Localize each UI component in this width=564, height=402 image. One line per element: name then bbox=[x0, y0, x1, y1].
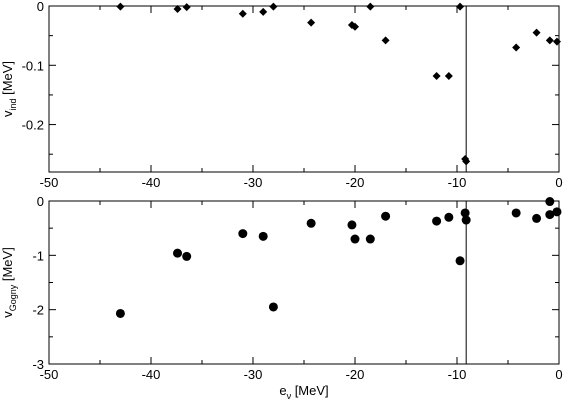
x-tick-label: 0 bbox=[555, 367, 562, 382]
plot-frame bbox=[48, 200, 560, 365]
x-tick-label: -20 bbox=[346, 367, 365, 382]
x-tick-label: -10 bbox=[448, 175, 467, 190]
x-tick-label: -20 bbox=[346, 175, 365, 190]
diamond-marker bbox=[351, 22, 359, 31]
diamond-marker bbox=[552, 37, 561, 46]
circle-marker bbox=[238, 229, 248, 239]
y-tick-label: 0 bbox=[37, 194, 44, 209]
circle-marker bbox=[182, 251, 192, 261]
diamond-marker bbox=[462, 157, 471, 166]
circle-marker bbox=[381, 211, 391, 221]
diamond-marker bbox=[238, 9, 247, 18]
diamond-marker bbox=[173, 4, 182, 13]
diamond-marker bbox=[307, 18, 316, 27]
circle-marker bbox=[545, 197, 555, 207]
y-tick-label: -1 bbox=[32, 248, 44, 263]
y-tick-label: 0 bbox=[37, 0, 44, 14]
x-tick-label: -40 bbox=[142, 175, 161, 190]
circle-marker bbox=[173, 248, 183, 258]
diamond-marker bbox=[259, 7, 268, 16]
diamond-marker bbox=[116, 2, 125, 11]
diamond-marker bbox=[269, 2, 278, 11]
diamond-marker bbox=[381, 36, 390, 45]
x-tick-label: 0 bbox=[555, 175, 562, 190]
circle-marker bbox=[347, 220, 357, 230]
circle-marker bbox=[432, 216, 442, 226]
x-tick-label: -10 bbox=[448, 367, 467, 382]
plot-frame bbox=[48, 5, 560, 173]
y-tick-label: -0.2 bbox=[22, 118, 44, 133]
circle-marker bbox=[460, 208, 470, 218]
x-tick-label: -50 bbox=[40, 367, 59, 382]
circle-marker bbox=[461, 215, 471, 225]
y-tick-label: -0.1 bbox=[22, 58, 44, 73]
y-tick-label: -2 bbox=[32, 303, 44, 318]
circle-marker bbox=[455, 256, 465, 266]
y-axis-title: vGogny [MeV] bbox=[0, 247, 18, 318]
circle-marker bbox=[444, 212, 454, 222]
bottom-panel: -50 -40 -30 -20 -10 0 0 -1 -2 -3 vGogny [MeV] eν [M… bbox=[0, 194, 563, 401]
circle-marker bbox=[532, 213, 542, 223]
circle-marker bbox=[258, 231, 268, 241]
y-axis-title: vind [MeV] bbox=[0, 61, 18, 117]
diamond-marker bbox=[366, 2, 375, 11]
circle-marker bbox=[365, 234, 375, 244]
diamond-marker bbox=[512, 43, 521, 52]
diamond-marker bbox=[444, 71, 453, 80]
circle-marker bbox=[552, 207, 562, 217]
circle-marker bbox=[115, 308, 125, 318]
diamond-marker bbox=[182, 3, 191, 12]
circle-marker bbox=[268, 302, 278, 312]
x-axis-title: eν [MeV] bbox=[279, 383, 328, 401]
y-tick-label: -3 bbox=[32, 357, 44, 372]
x-tick-label: -30 bbox=[244, 175, 263, 190]
x-tick-label: -40 bbox=[142, 367, 161, 382]
top-panel: -50 -40 -30 -20 -10 0 0 -0.1 -0.2 vind [MeV] bbox=[0, 0, 563, 190]
circle-marker bbox=[545, 210, 555, 220]
x-tick-label: -30 bbox=[244, 367, 263, 382]
diamond-marker bbox=[456, 2, 465, 11]
circle-marker bbox=[511, 208, 521, 218]
diamond-marker bbox=[545, 36, 554, 45]
circle-marker bbox=[306, 218, 316, 228]
diamond-marker bbox=[432, 71, 441, 80]
circle-marker bbox=[350, 234, 360, 244]
x-tick-label: -50 bbox=[40, 175, 59, 190]
diamond-marker bbox=[532, 28, 541, 37]
